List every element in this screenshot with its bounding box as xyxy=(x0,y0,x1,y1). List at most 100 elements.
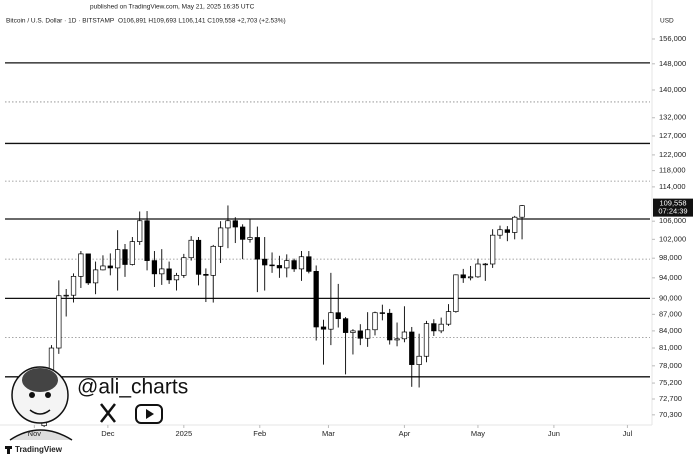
candle-body xyxy=(445,311,452,325)
x-tick-label: Feb xyxy=(253,429,266,438)
candle-body xyxy=(70,275,77,296)
x-tick-label: May xyxy=(471,429,485,438)
candle-body xyxy=(269,264,275,267)
candle-body xyxy=(63,294,69,297)
candle-body xyxy=(350,330,356,333)
candle-body xyxy=(379,312,385,314)
watermark-handle: @ali_charts xyxy=(77,376,188,399)
candle-body xyxy=(254,237,260,260)
candle-body xyxy=(188,239,194,259)
candle-body xyxy=(394,338,400,341)
candle-body xyxy=(284,260,290,269)
candle-body xyxy=(107,265,113,269)
x-tick-label: Dec xyxy=(101,429,115,438)
y-tick-label: 84,000 xyxy=(659,326,682,335)
candle-body xyxy=(232,220,238,228)
candle-body xyxy=(166,268,172,281)
candle-body xyxy=(115,249,121,269)
candle-body xyxy=(262,258,268,266)
y-tick-label: 81,000 xyxy=(659,343,682,352)
candle-body xyxy=(401,331,408,340)
y-tick-label: 122,000 xyxy=(659,150,686,159)
candle-body xyxy=(92,269,99,284)
candle-body xyxy=(342,318,349,333)
youtube-icon xyxy=(135,404,163,424)
y-tick-label: 87,000 xyxy=(659,309,682,318)
candle-body xyxy=(129,241,135,265)
candle-body xyxy=(298,256,305,270)
x-tick-label: Nov xyxy=(28,429,42,438)
candle-body xyxy=(372,312,378,331)
candle-body xyxy=(357,330,363,339)
candle-body xyxy=(306,256,312,272)
x-tick-label: 2025 xyxy=(175,429,192,438)
symbol-title: Bitcoin / U.S. Dollar · 1D · BITSTAMP xyxy=(6,18,114,25)
candle-body xyxy=(210,245,216,276)
published-note: published on TradingView.com, May 21, 20… xyxy=(90,4,255,11)
y-tick-label: 156,000 xyxy=(659,34,686,43)
x-tick-label: Mar xyxy=(322,429,335,438)
y-tick-label: 114,000 xyxy=(659,182,686,191)
candle-body xyxy=(195,239,202,275)
candle-body xyxy=(225,220,231,229)
y-tick-label: 78,000 xyxy=(659,361,682,370)
candle-body xyxy=(78,253,84,277)
ohlc-summary: O106,891 H109,693 L106,141 C109,558 +2,7… xyxy=(118,18,286,25)
candle-body xyxy=(151,260,158,275)
candle-body xyxy=(475,263,481,278)
candle-body xyxy=(159,268,165,275)
candle-body xyxy=(504,229,510,233)
candle-body xyxy=(313,271,319,328)
y-tick-label: 140,000 xyxy=(659,85,686,94)
x-tick-label: Jul xyxy=(623,429,633,438)
candle-body xyxy=(409,331,415,365)
currency-label: USD xyxy=(660,18,674,25)
candle-body xyxy=(497,229,503,236)
candle-body xyxy=(247,237,253,240)
y-tick-label: 118,000 xyxy=(659,166,686,175)
candle-body xyxy=(438,323,444,332)
candle-body xyxy=(291,260,297,270)
candle-body xyxy=(240,226,246,240)
price-tag-label: 109,558 xyxy=(659,199,686,208)
candle-body xyxy=(387,312,393,341)
y-tick-label: 90,000 xyxy=(659,293,682,302)
candle-body xyxy=(217,227,224,247)
candle-body xyxy=(453,274,459,312)
candle-body xyxy=(328,312,334,330)
y-tick-label: 102,000 xyxy=(659,234,686,243)
x-icon xyxy=(100,403,116,423)
y-tick-label: 127,000 xyxy=(659,131,686,140)
y-tick-label: 94,000 xyxy=(659,273,682,282)
y-tick-label: 106,000 xyxy=(659,216,686,225)
avatar xyxy=(9,366,73,441)
candle-body xyxy=(460,274,466,279)
y-tick-label: 75,200 xyxy=(659,378,682,387)
y-tick-label: 72,700 xyxy=(659,394,682,403)
candle-body xyxy=(423,323,430,357)
countdown-label: 07:24:39 xyxy=(658,207,687,216)
candle-body xyxy=(85,253,91,284)
x-tick-label: Jun xyxy=(548,429,560,438)
candle-body xyxy=(482,263,488,266)
y-tick-label: 148,000 xyxy=(659,59,686,68)
candle-body xyxy=(203,273,209,276)
price-tag xyxy=(653,198,693,217)
candle-body xyxy=(137,220,143,242)
candle-body xyxy=(122,249,128,265)
candle-body xyxy=(519,205,525,218)
candle-body xyxy=(173,274,180,281)
y-tick-label: 132,000 xyxy=(659,113,686,122)
candle-body xyxy=(335,312,341,320)
candle-body xyxy=(276,265,283,269)
candle-body xyxy=(181,257,187,276)
brand-logo xyxy=(5,446,12,454)
candle-body xyxy=(467,276,474,279)
candle-body xyxy=(365,329,371,339)
candle-body xyxy=(512,216,518,233)
x-tick-label: Apr xyxy=(399,429,411,438)
candle-body xyxy=(431,323,437,332)
candle-body xyxy=(490,234,496,265)
